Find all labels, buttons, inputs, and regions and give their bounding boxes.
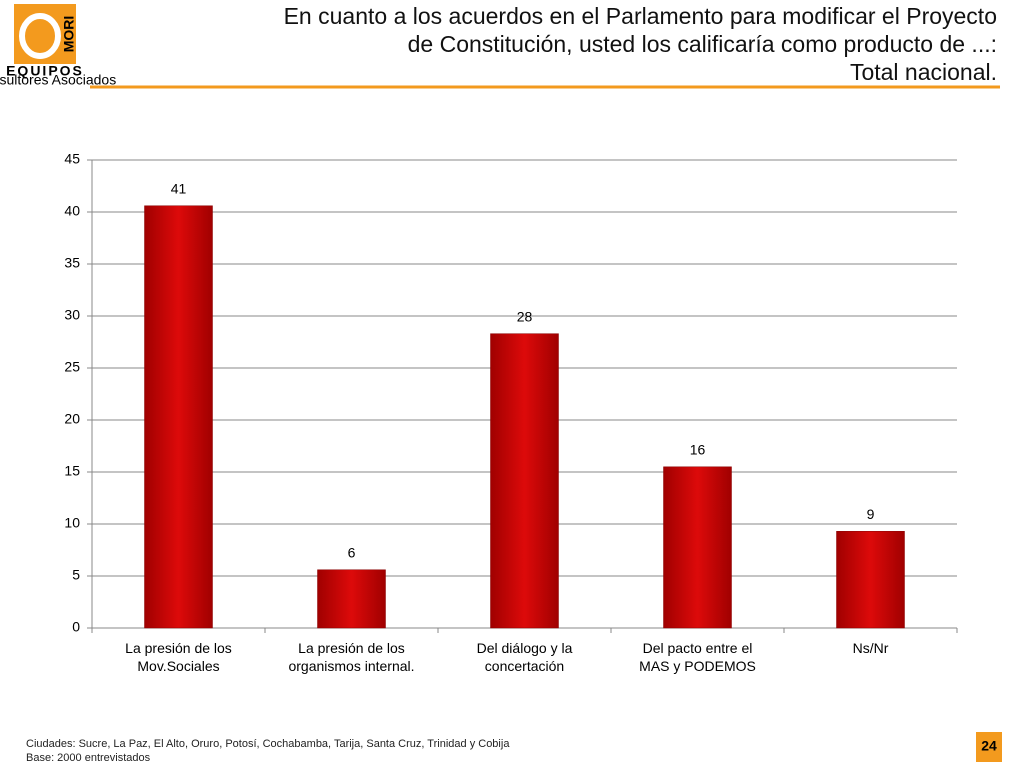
bar <box>144 205 213 629</box>
logo-e <box>19 13 61 59</box>
y-tick-label: 20 <box>64 411 80 427</box>
logo-brand: MORI <box>61 16 77 53</box>
chart-title: Total nacional. <box>850 59 997 85</box>
bar <box>663 466 732 629</box>
y-tick-label: 15 <box>64 463 80 479</box>
y-tick-label: 10 <box>64 515 80 531</box>
x-tick-label: La presión de los organismos internal. <box>288 640 415 674</box>
chart-title: En cuanto a los acuerdos en el Parlament… <box>284 3 997 29</box>
y-tick-label: 45 <box>64 151 80 167</box>
x-tick-label: Ns/Nr <box>852 640 889 656</box>
y-tick-label: 30 <box>64 307 80 323</box>
data-label: 6 <box>348 544 356 560</box>
y-tick-label: 5 <box>72 567 80 583</box>
footer-note: Base: 2000 entrevistados <box>26 752 151 764</box>
bar <box>490 333 559 629</box>
data-label: 9 <box>867 506 875 522</box>
page-number: 24 <box>981 738 997 754</box>
chart-title: de Constitución, usted los calificaría c… <box>408 31 997 57</box>
logo-tagline: Consultores Asociados <box>0 72 116 88</box>
logo-name: EQUIPOS <box>6 63 84 79</box>
y-tick-label: 0 <box>72 619 80 635</box>
data-label: 41 <box>171 180 187 196</box>
x-tick-label: Del pacto entre el MAS y PODEMOS <box>639 640 756 674</box>
y-tick-label: 35 <box>64 255 80 271</box>
page-box <box>976 732 1002 762</box>
footer-note: Ciudades: Sucre, La Paz, El Alto, Oruro,… <box>26 738 510 750</box>
data-label: 28 <box>517 308 533 324</box>
x-tick-label: Del diálogo y la concertación <box>476 640 573 674</box>
bar <box>317 569 386 629</box>
data-label: 16 <box>690 442 706 458</box>
bar <box>836 531 905 629</box>
y-tick-label: 40 <box>64 203 80 219</box>
y-tick-label: 25 <box>64 359 80 375</box>
x-tick-label: La presión de los Mov.Sociales <box>125 640 232 674</box>
